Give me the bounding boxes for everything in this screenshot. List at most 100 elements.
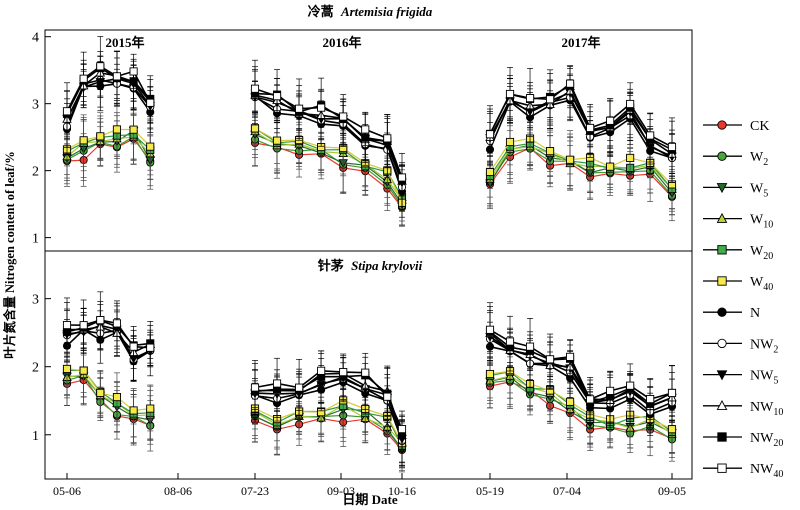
legend-item: NW5: [703, 369, 778, 387]
data-point: [566, 397, 575, 406]
legend-label: W10: [750, 213, 773, 231]
bottom-panel-title-cn: 针茅: [317, 258, 344, 273]
bottom-panel-title-latin: Stipa krylovii: [351, 258, 423, 273]
data-point: [129, 125, 138, 134]
series-W10: [250, 113, 407, 222]
data-point: [667, 388, 677, 398]
plot-frame: [44, 29, 693, 480]
data-point: [397, 425, 407, 434]
top-panel-title-cn: 冷蒿: [308, 4, 334, 19]
x-tick-label: 10-16: [388, 484, 416, 498]
x-tick-label: 09-05: [658, 484, 686, 498]
legend-item: CK: [703, 119, 769, 134]
legend-item: NW2: [703, 337, 778, 355]
legend-marker: [716, 400, 728, 411]
data-point: [96, 62, 105, 71]
data-point: [79, 366, 88, 375]
data-point: [112, 72, 121, 81]
data-point: [485, 167, 495, 176]
series-W40: [62, 348, 155, 432]
data-point: [273, 379, 282, 388]
legend-label: NW20: [750, 431, 783, 449]
data-point: [505, 137, 515, 147]
series-line: [489, 376, 673, 434]
series-NW40: [250, 353, 407, 444]
data-point: [79, 321, 88, 330]
legend-item: W10: [703, 213, 773, 231]
data-point: [485, 369, 495, 379]
data-point: [383, 392, 392, 401]
legend-marker: [717, 307, 727, 317]
data-point: [566, 155, 575, 164]
series-line: [489, 99, 673, 159]
data-point: [361, 368, 370, 377]
series-line: [489, 89, 673, 155]
legend: CK W2 W5 W10 W20 W40 N NW2 NW5 NW10 NW20 NW40: [703, 119, 783, 480]
data-point: [129, 342, 138, 351]
data-point: [62, 364, 72, 373]
data-point: [626, 99, 635, 109]
data-point: [250, 383, 260, 392]
legend-label: NW40: [750, 462, 783, 480]
series-CK: [62, 112, 155, 187]
series-line: [489, 338, 673, 413]
legend-label: W40: [750, 275, 773, 293]
data-point: [62, 107, 72, 116]
year-label-2015: 2015年: [105, 35, 144, 50]
series-line: [489, 375, 673, 435]
x-tick-label: 07-23: [241, 484, 269, 498]
data-point: [606, 116, 615, 125]
legend-marker: [717, 120, 727, 130]
data-point: [250, 84, 260, 93]
data-point: [62, 320, 72, 330]
data-point: [525, 94, 535, 103]
series-line: [489, 144, 673, 194]
series-line: [489, 145, 673, 190]
data-point: [485, 130, 495, 139]
legend-item: NW10: [703, 400, 783, 418]
legend-marker: [717, 276, 727, 286]
data-point: [606, 386, 615, 395]
data-point: [505, 337, 515, 346]
series-line: [489, 142, 673, 190]
legend-marker: [717, 432, 727, 442]
series-NW40: [485, 66, 677, 177]
y-tick-label: 4: [32, 31, 39, 46]
legend-marker: [717, 245, 727, 255]
legend-marker: [716, 212, 728, 223]
x-tick-label: 09-03: [327, 484, 355, 498]
legend-item: W2: [703, 150, 768, 168]
data-point: [112, 125, 121, 134]
series-line: [489, 137, 673, 185]
legend-label: CK: [750, 119, 769, 134]
series-NW40: [485, 302, 677, 421]
data-point: [146, 98, 155, 107]
data-point: [250, 124, 260, 133]
series-line: [489, 332, 673, 408]
series-W10: [62, 351, 156, 440]
series-line: [489, 147, 673, 198]
data-point: [397, 173, 407, 182]
legend-item: W5: [703, 181, 768, 199]
data-point: [586, 123, 595, 133]
top-panel-title: 冷蒿 Artemisia frigida: [308, 4, 433, 19]
data-point: [586, 395, 595, 404]
data-point: [273, 92, 282, 101]
data-point: [317, 366, 326, 375]
series-layer: [62, 36, 677, 473]
data-point: [146, 343, 155, 352]
data-point: [129, 67, 138, 76]
legend-item: W40: [703, 275, 773, 293]
y-tick-label: 1: [32, 429, 39, 444]
series-line: [489, 379, 673, 440]
series-NW20: [250, 70, 407, 197]
series-W2: [62, 109, 155, 190]
data-point: [667, 425, 677, 434]
series-line: [489, 370, 673, 430]
legend-label: W20: [750, 244, 773, 262]
axis-ticks: 1 2 3 4 1 2 3 05-06 08-06 07-23 09-03 10-16 05-19 07-…: [32, 31, 686, 498]
legend-item: N: [703, 306, 760, 321]
data-point: [96, 132, 105, 141]
x-tick-label: 05-06: [53, 484, 81, 498]
